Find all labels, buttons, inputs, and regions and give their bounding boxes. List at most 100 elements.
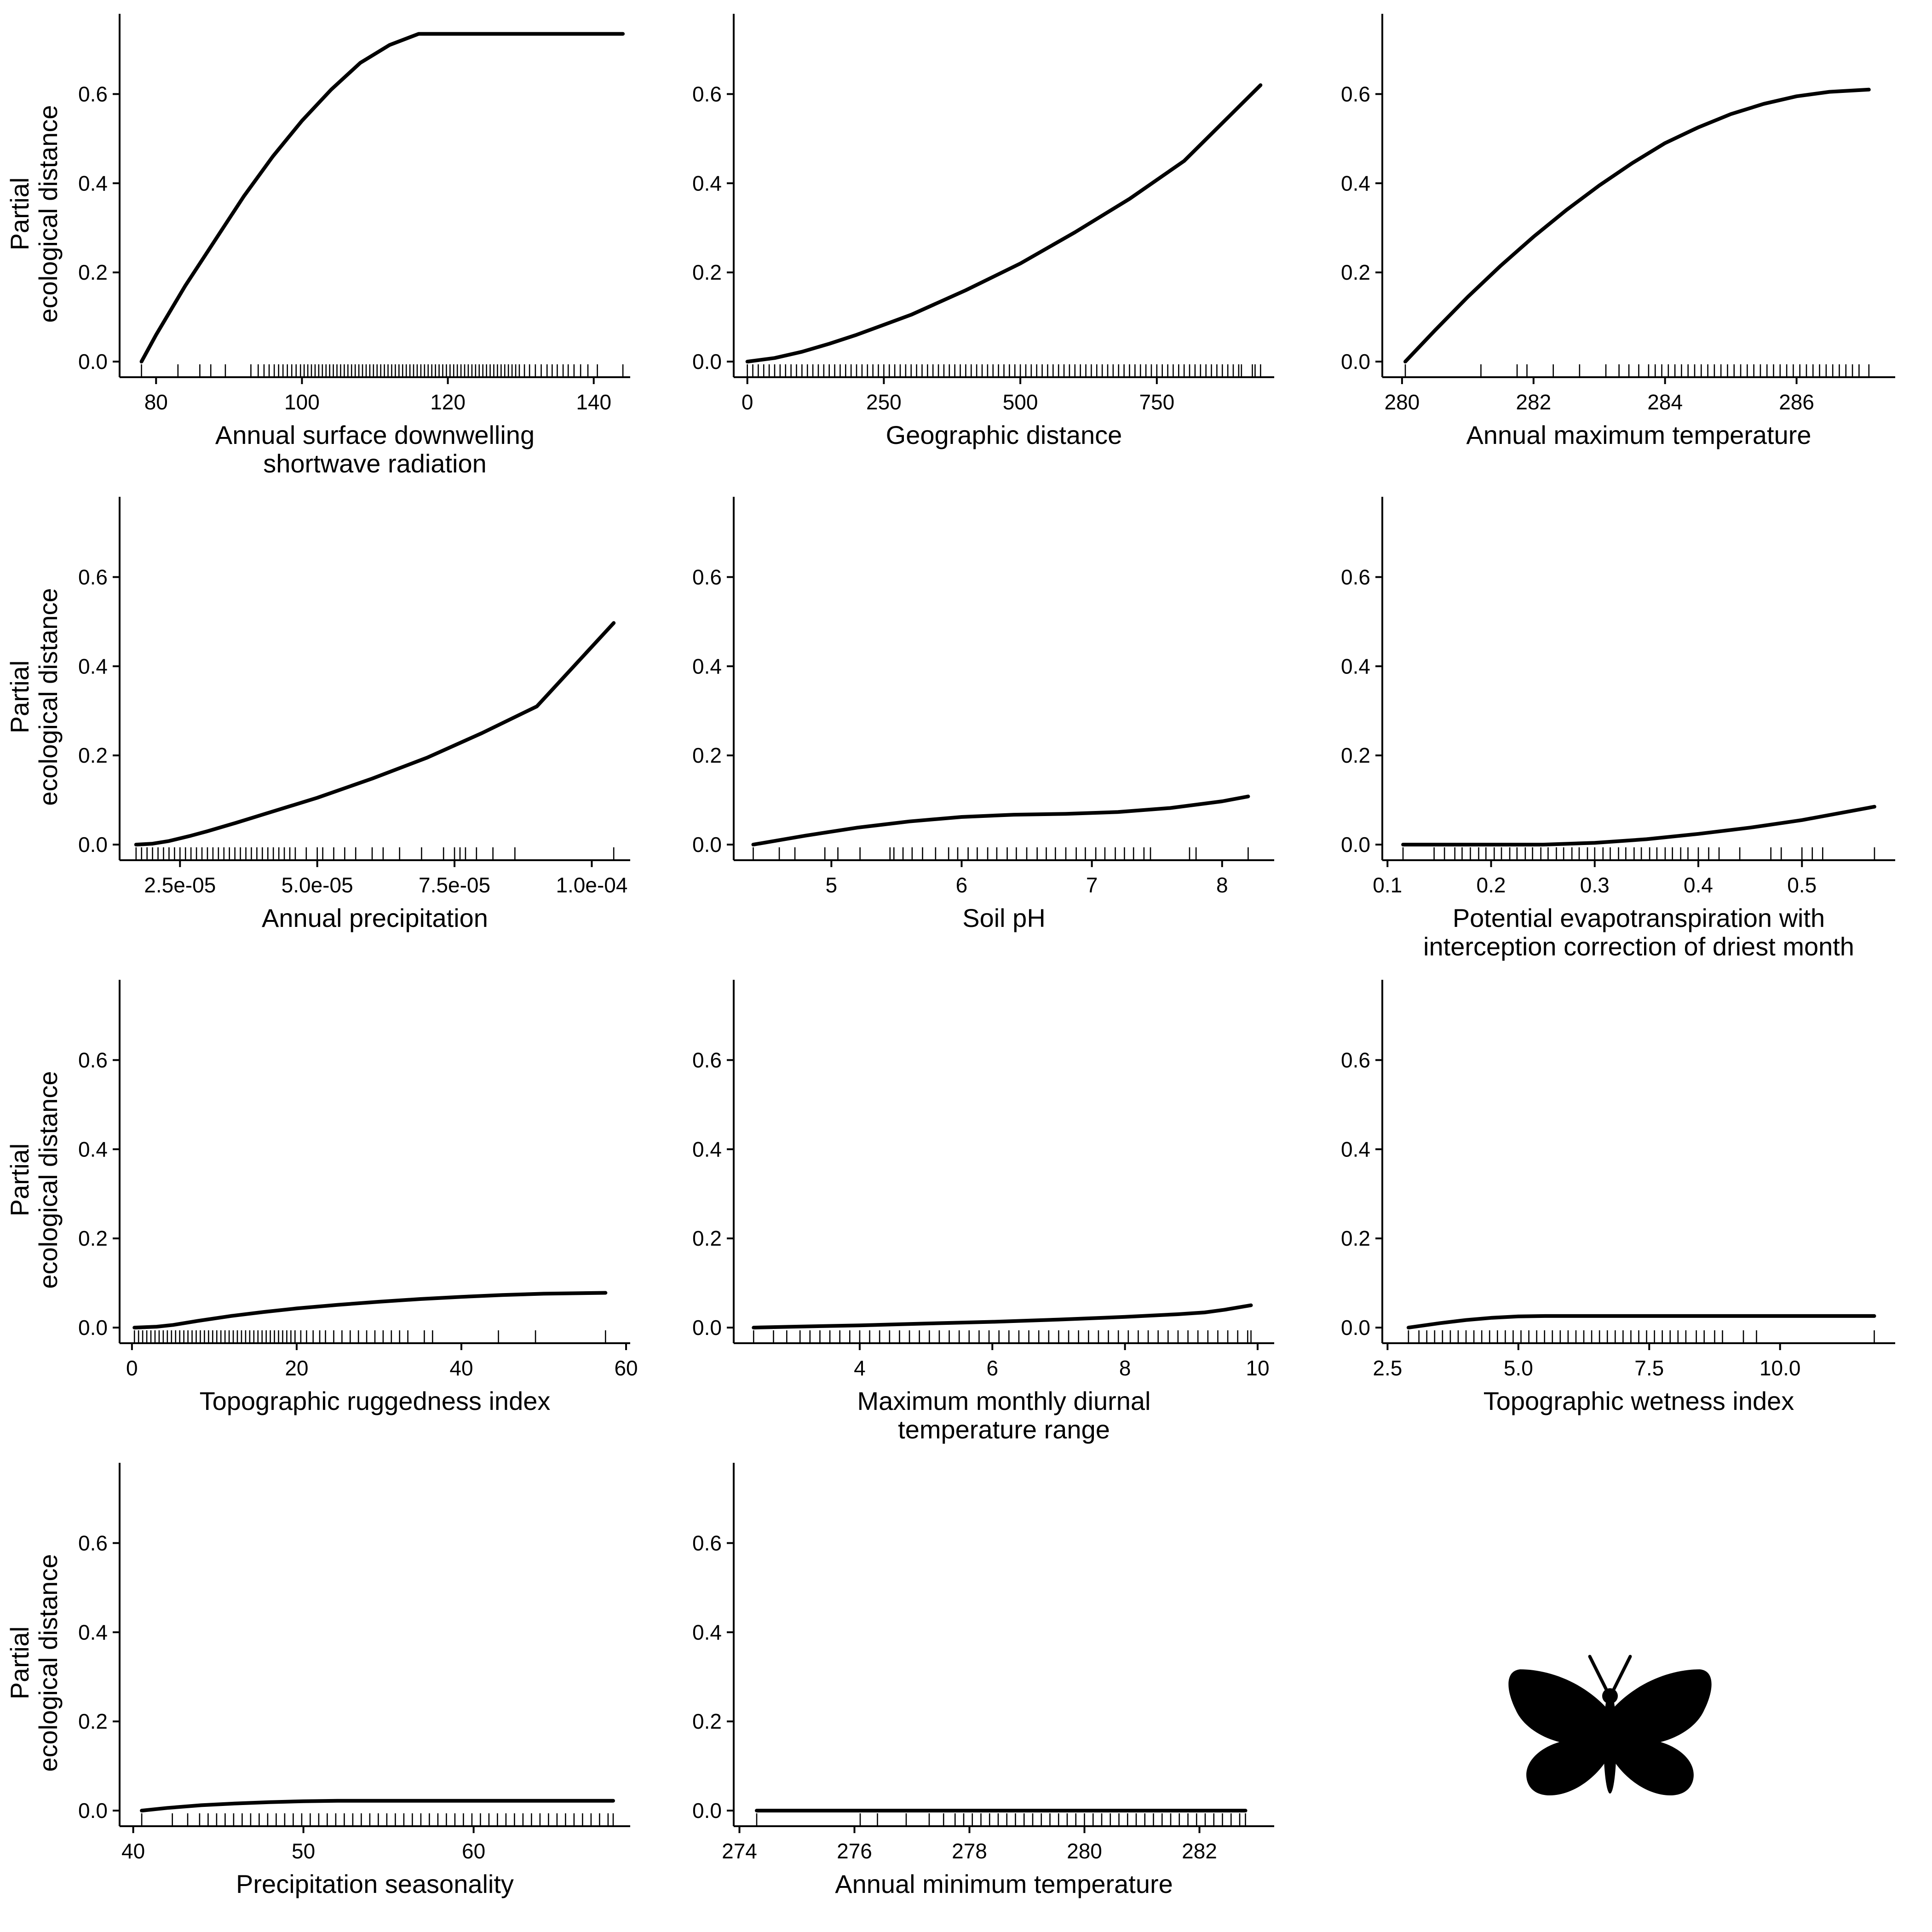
- series-line-1: [140, 1799, 615, 1813]
- x-tick-label: 4: [854, 1356, 866, 1380]
- series-line-1: [1401, 805, 1876, 847]
- x-axis-title: shortwave radiation: [263, 449, 487, 478]
- y-axis-title: Partial: [5, 178, 34, 251]
- y-tick-label: 0.2: [78, 1226, 108, 1250]
- x-axis-title: Topographic wetness index: [1484, 1386, 1794, 1415]
- y-tick-label: 0.0: [1341, 833, 1370, 857]
- x-tick-label: 0.2: [1477, 873, 1506, 897]
- y-tick-label: 0.6: [78, 565, 108, 589]
- y-tick-label: 0.4: [1341, 654, 1370, 678]
- y-tick-label: 0.4: [78, 654, 108, 678]
- y-tick-label: 0.6: [692, 1531, 722, 1555]
- x-tick-label: 60: [462, 1839, 485, 1863]
- series-line-1: [1406, 1314, 1876, 1330]
- x-tick-label: 0.1: [1373, 873, 1402, 897]
- x-tick-label: 7: [1086, 873, 1098, 897]
- panel-10: 0.0 0.2 0.4 0.6 40 50 60 Precipitation seasonal…: [5, 1463, 630, 1898]
- series-line-1: [134, 621, 616, 847]
- x-tick-label: 0: [126, 1356, 138, 1380]
- y-axis-title: ecological distance: [34, 1071, 63, 1288]
- y-tick-label: 0.4: [692, 1137, 722, 1161]
- x-axis-title: Annual surface downwelling: [215, 420, 535, 449]
- x-tick-label: 0.4: [1684, 873, 1713, 897]
- x-tick-label: 50: [292, 1839, 315, 1863]
- panel-8: 0.0 0.2 0.4 0.6 4 6 8 10 Maximum monthly diurnal…: [692, 980, 1274, 1444]
- y-tick-label: 0.6: [78, 1531, 108, 1555]
- x-tick-label: 280: [1067, 1839, 1102, 1863]
- panel-11: 0.0 0.2 0.4 0.6 274 276 278 280 282 Annual minimu…: [692, 1463, 1274, 1898]
- x-tick-label: 0.3: [1580, 873, 1610, 897]
- y-tick-label: 0.4: [692, 654, 722, 678]
- y-tick-label: 0.4: [78, 1620, 108, 1644]
- x-axis-title: Annual precipitation: [262, 903, 488, 932]
- x-tick-label: 10: [1246, 1356, 1269, 1380]
- y-tick-label: 0.4: [692, 1620, 722, 1644]
- y-tick-label: 0.0: [78, 350, 108, 374]
- x-tick-label: 40: [121, 1839, 145, 1863]
- x-tick-label: 278: [952, 1839, 987, 1863]
- series-line-1: [745, 83, 1263, 364]
- y-tick-label: 0.2: [692, 260, 722, 284]
- x-tick-label: 7.5: [1634, 1356, 1664, 1380]
- x-axis-title: Maximum monthly diurnal: [857, 1386, 1151, 1415]
- y-tick-label: 0.0: [692, 833, 722, 857]
- x-tick-label: 5.0e-05: [282, 873, 353, 897]
- y-axis-title: Partial: [5, 1144, 34, 1217]
- y-tick-label: 0.4: [692, 171, 722, 195]
- y-tick-label: 0.0: [1341, 350, 1370, 374]
- x-tick-label: 40: [449, 1356, 473, 1380]
- y-tick-label: 0.0: [692, 350, 722, 374]
- y-tick-label: 0.0: [78, 833, 108, 857]
- x-tick-label: 80: [144, 390, 168, 414]
- x-tick-label: 276: [837, 1839, 872, 1863]
- x-tick-label: 750: [1139, 390, 1174, 414]
- x-axis-title: Precipitation seasonality: [236, 1869, 514, 1898]
- y-tick-label: 0.2: [692, 743, 722, 767]
- x-tick-label: 0: [742, 390, 753, 414]
- x-tick-label: 100: [284, 390, 320, 414]
- y-tick-label: 0.0: [692, 1799, 722, 1823]
- y-tick-label: 0.2: [1341, 743, 1370, 767]
- y-tick-label: 0.6: [78, 1048, 108, 1072]
- x-axis-title: Topographic ruggedness index: [200, 1386, 551, 1415]
- x-tick-label: 1.0e-04: [556, 873, 627, 897]
- x-tick-label: 20: [285, 1356, 308, 1380]
- x-tick-label: 280: [1385, 390, 1420, 414]
- y-axis-title: Partial: [5, 1627, 34, 1700]
- y-tick-label: 0.2: [78, 260, 108, 284]
- panel-1: 0.0 0.2 0.4 0.6 80 100 120 140 Annual surface do…: [5, 14, 630, 478]
- x-tick-label: 5.0: [1504, 1356, 1533, 1380]
- y-axis-title: Partial: [5, 661, 34, 734]
- y-tick-label: 0.4: [78, 171, 108, 195]
- panel-9: 0.0 0.2 0.4 0.6 2.5 5.0 7.5 10.0 Topographic wet…: [1341, 980, 1895, 1415]
- x-tick-label: 5: [826, 873, 838, 897]
- series-line-1: [1403, 87, 1871, 364]
- x-tick-label: 2.5: [1373, 1356, 1402, 1380]
- x-axis-title: interception correction of driest month: [1423, 932, 1854, 961]
- y-axis-title: ecological distance: [34, 588, 63, 805]
- x-axis-title: Annual minimum temperature: [835, 1869, 1173, 1898]
- y-tick-label: 0.6: [692, 1048, 722, 1072]
- y-tick-label: 0.2: [692, 1226, 722, 1250]
- x-tick-label: 0.5: [1787, 873, 1817, 897]
- y-tick-label: 0.2: [78, 1709, 108, 1733]
- y-tick-label: 0.6: [78, 82, 108, 106]
- y-tick-label: 0.4: [1341, 171, 1370, 195]
- x-tick-label: 7.5e-05: [419, 873, 490, 897]
- x-tick-label: 250: [866, 390, 902, 414]
- x-tick-label: 6: [956, 873, 968, 897]
- series-line-1: [752, 1303, 1253, 1330]
- x-tick-label: 120: [430, 390, 466, 414]
- panel-6: 0.0 0.2 0.4 0.6 0.1 0.2 0.3 0.4 0.5 Potential eva…: [1341, 497, 1895, 961]
- x-tick-label: 2.5e-05: [144, 873, 216, 897]
- x-tick-label: 274: [722, 1839, 757, 1863]
- x-axis-title: Geographic distance: [886, 420, 1122, 449]
- panel-2: 0.0 0.2 0.4 0.6 0 250 500 750 Geographic distanc…: [692, 14, 1274, 449]
- series-line-1: [132, 1291, 608, 1330]
- x-axis-title: Soil pH: [962, 903, 1046, 932]
- y-tick-label: 0.0: [78, 1316, 108, 1340]
- x-tick-label: 140: [576, 390, 611, 414]
- series-line-1: [751, 794, 1250, 847]
- panel-7: 0.0 0.2 0.4 0.6 0 20 40 60 Topographic ruggednes…: [5, 980, 638, 1415]
